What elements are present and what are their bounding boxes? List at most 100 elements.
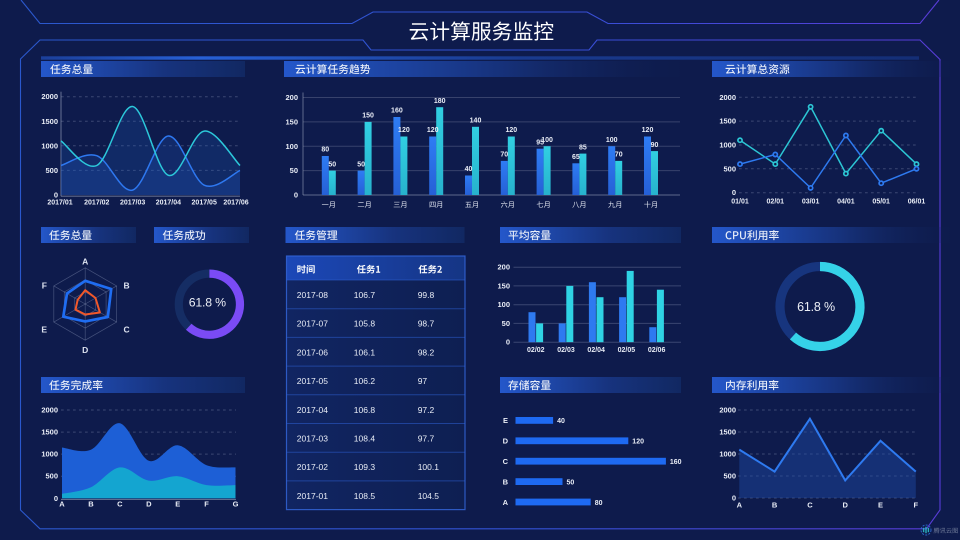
svg-text:C: C xyxy=(807,501,813,510)
svg-text:1000: 1000 xyxy=(719,141,736,150)
svg-text:80: 80 xyxy=(595,500,603,507)
svg-text:06/01: 06/01 xyxy=(908,199,926,206)
svg-text:E: E xyxy=(878,501,883,510)
svg-text:50: 50 xyxy=(357,161,365,168)
svg-text:50: 50 xyxy=(290,166,298,175)
svg-text:106.1: 106.1 xyxy=(354,347,376,357)
svg-text:40: 40 xyxy=(557,418,565,425)
svg-text:2017/04: 2017/04 xyxy=(156,200,181,207)
svg-text:2017/01: 2017/01 xyxy=(47,200,72,207)
svg-text:1500: 1500 xyxy=(719,117,736,126)
svg-text:97.7: 97.7 xyxy=(418,434,435,444)
svg-text:108.5: 108.5 xyxy=(354,491,376,501)
svg-text:B: B xyxy=(503,477,509,486)
svg-text:02/06: 02/06 xyxy=(648,347,666,354)
svg-text:A: A xyxy=(82,257,88,267)
svg-text:99.8: 99.8 xyxy=(418,290,435,300)
svg-text:65: 65 xyxy=(572,154,580,161)
svg-text:2000: 2000 xyxy=(719,406,736,415)
svg-text:108.4: 108.4 xyxy=(354,434,376,444)
svg-text:120: 120 xyxy=(642,127,654,134)
svg-text:F: F xyxy=(204,500,209,509)
svg-text:2017-07: 2017-07 xyxy=(297,319,328,329)
svg-text:B: B xyxy=(124,281,130,291)
svg-text:500: 500 xyxy=(45,166,58,175)
svg-text:02/05: 02/05 xyxy=(618,347,636,354)
svg-text:200: 200 xyxy=(285,93,298,102)
svg-text:2000: 2000 xyxy=(719,93,736,102)
svg-text:2017-04: 2017-04 xyxy=(297,405,328,415)
svg-text:1500: 1500 xyxy=(41,117,58,126)
svg-text:03/01: 03/01 xyxy=(802,199,820,206)
svg-text:2000: 2000 xyxy=(41,92,58,101)
svg-text:98.2: 98.2 xyxy=(418,347,435,357)
svg-text:50: 50 xyxy=(567,479,575,486)
svg-text:D: D xyxy=(146,500,152,509)
svg-text:E: E xyxy=(175,500,180,509)
svg-text:100: 100 xyxy=(541,137,553,144)
svg-text:02/04: 02/04 xyxy=(587,347,605,354)
svg-text:500: 500 xyxy=(723,472,736,481)
svg-text:1000: 1000 xyxy=(719,450,736,459)
svg-text:90: 90 xyxy=(651,142,659,149)
svg-text:50: 50 xyxy=(328,161,336,168)
svg-text:97.2: 97.2 xyxy=(418,405,435,415)
svg-text:D: D xyxy=(82,345,88,355)
svg-text:150: 150 xyxy=(362,113,374,120)
svg-text:01/01: 01/01 xyxy=(731,199,749,206)
svg-text:180: 180 xyxy=(434,98,446,105)
svg-text:61.8 %: 61.8 % xyxy=(189,295,226,309)
svg-text:109.3: 109.3 xyxy=(354,462,376,472)
svg-text:150: 150 xyxy=(497,281,510,290)
svg-text:100.1: 100.1 xyxy=(418,462,440,472)
svg-text:2017-05: 2017-05 xyxy=(297,376,328,386)
svg-text:F: F xyxy=(914,501,919,510)
svg-text:D: D xyxy=(503,437,509,446)
svg-text:120: 120 xyxy=(398,127,410,134)
svg-text:120: 120 xyxy=(632,439,644,446)
svg-text:70: 70 xyxy=(500,152,508,159)
svg-text:2017/03: 2017/03 xyxy=(120,200,145,207)
svg-text:C: C xyxy=(124,325,130,335)
svg-text:0: 0 xyxy=(506,338,510,347)
svg-text:E: E xyxy=(503,416,508,425)
svg-text:106.2: 106.2 xyxy=(354,376,376,386)
svg-text:04/01: 04/01 xyxy=(837,199,855,206)
svg-text:1500: 1500 xyxy=(719,428,736,437)
svg-text:1000: 1000 xyxy=(41,450,58,459)
svg-text:2017/06: 2017/06 xyxy=(223,200,248,207)
svg-text:02/02: 02/02 xyxy=(527,347,545,354)
svg-text:120: 120 xyxy=(505,127,517,134)
svg-text:120: 120 xyxy=(427,127,439,134)
svg-text:105.8: 105.8 xyxy=(354,319,376,329)
svg-text:100: 100 xyxy=(285,142,298,151)
svg-text:95: 95 xyxy=(536,139,544,146)
svg-text:F: F xyxy=(42,281,47,291)
svg-text:A: A xyxy=(503,498,509,507)
svg-text:97: 97 xyxy=(418,376,428,386)
svg-text:200: 200 xyxy=(497,263,510,272)
svg-text:2017-01: 2017-01 xyxy=(297,491,328,501)
svg-text:02/03: 02/03 xyxy=(557,347,575,354)
svg-text:A: A xyxy=(737,501,743,510)
svg-text:2017/02: 2017/02 xyxy=(84,200,109,207)
svg-text:104.5: 104.5 xyxy=(418,491,440,501)
svg-text:80: 80 xyxy=(321,147,329,154)
svg-text:106.8: 106.8 xyxy=(354,405,376,415)
svg-text:61.8 %: 61.8 % xyxy=(797,300,835,314)
svg-text:98.7: 98.7 xyxy=(418,319,435,329)
svg-text:2000: 2000 xyxy=(41,406,58,415)
svg-text:A: A xyxy=(59,500,65,509)
svg-text:0: 0 xyxy=(54,191,58,200)
svg-text:150: 150 xyxy=(285,117,298,126)
svg-text:0: 0 xyxy=(294,191,298,200)
svg-text:2017-02: 2017-02 xyxy=(297,462,328,472)
svg-text:1500: 1500 xyxy=(41,428,58,437)
svg-text:100: 100 xyxy=(606,137,618,144)
svg-text:100: 100 xyxy=(497,300,510,309)
svg-text:70: 70 xyxy=(615,152,623,159)
svg-text:500: 500 xyxy=(45,472,58,481)
svg-text:2017-06: 2017-06 xyxy=(297,347,328,357)
svg-text:0: 0 xyxy=(732,188,736,197)
svg-text:40: 40 xyxy=(465,166,473,173)
